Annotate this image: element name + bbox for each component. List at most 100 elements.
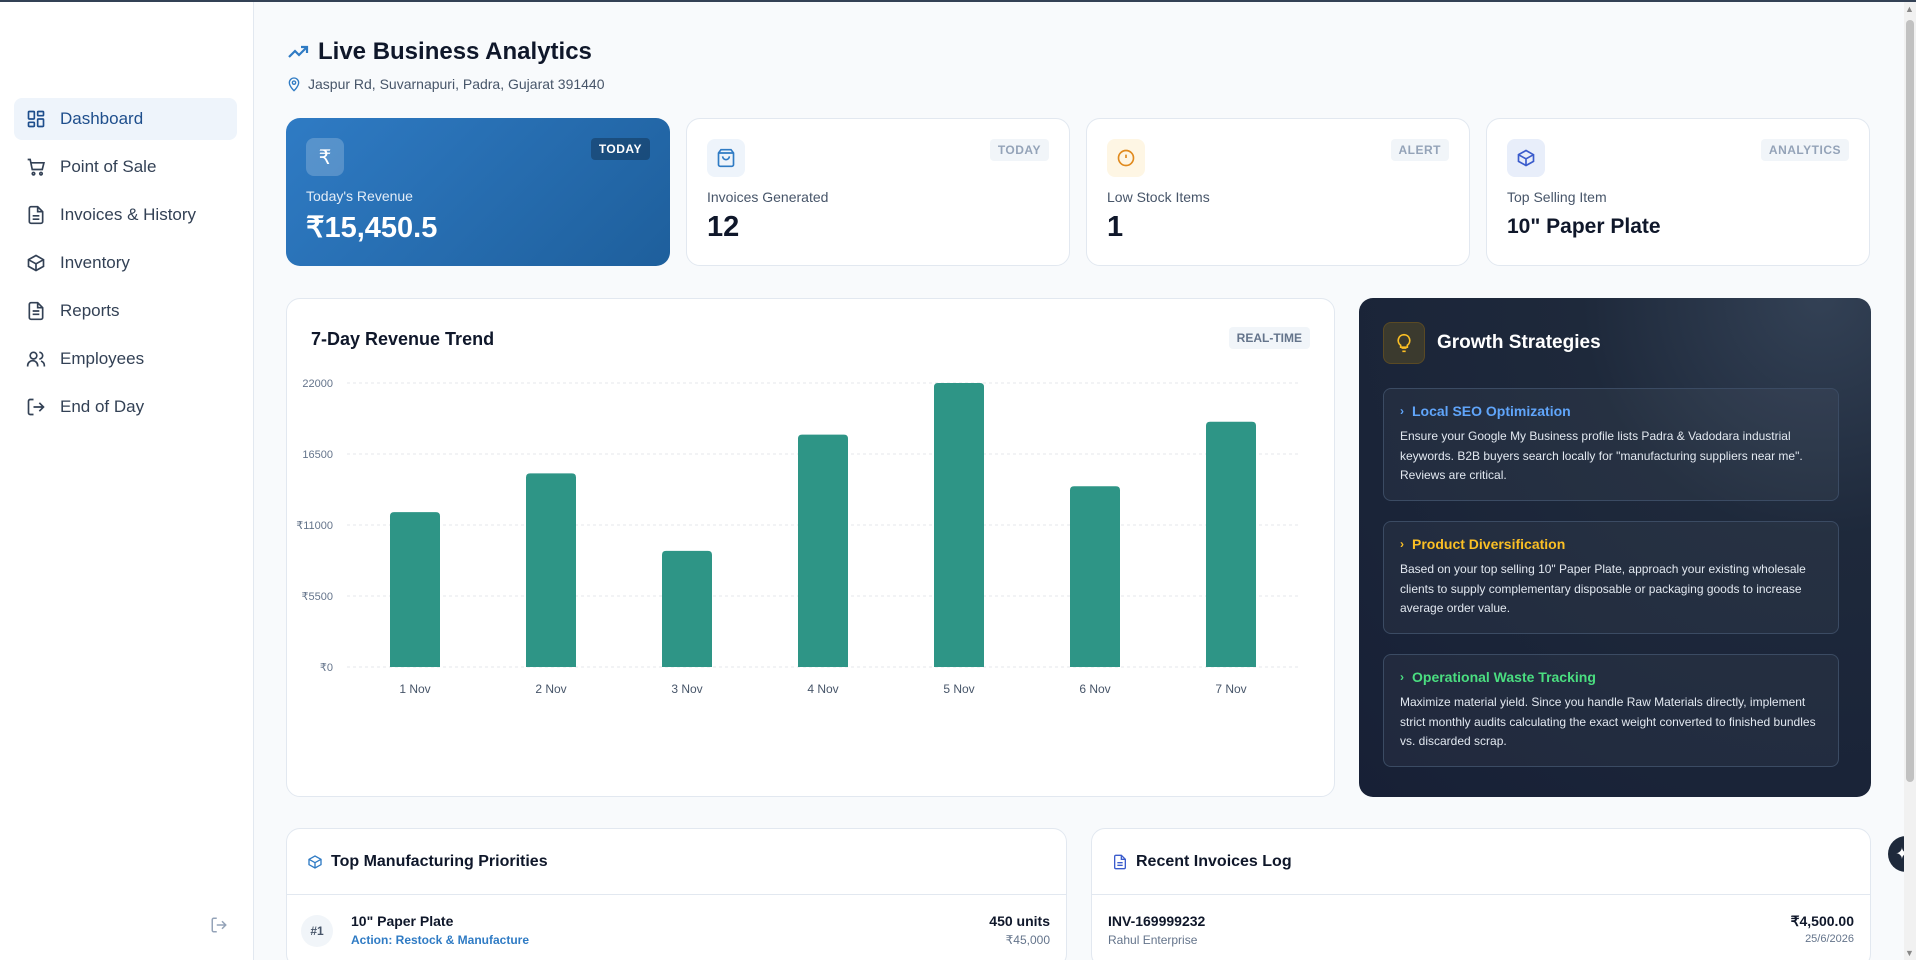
chevron-right-icon: › <box>1400 670 1404 684</box>
scroll-up-icon[interactable]: ▲ <box>1905 4 1914 14</box>
revenue-chart-card: ₹0 ₹5500 ₹11000 16500 22000 1 Nov 2 Nov 3 Nov 4 … <box>286 298 1335 797</box>
sidebar-item-dashboard[interactable]: Dashboard <box>14 98 237 140</box>
bar[interactable] <box>390 512 440 667</box>
package-icon <box>1507 139 1545 177</box>
map-pin-icon <box>288 77 300 92</box>
scrollbar[interactable]: ▲ ▼ <box>1904 2 1916 960</box>
sidebar-item-label: End of Day <box>60 397 145 416</box>
address-line: Jaspur Rd, Suvarnapuri, Padra, Gujarat 3… <box>286 76 605 92</box>
scrollbar-thumb[interactable] <box>1906 20 1914 782</box>
stat-card-top-selling: ANALYTICS Top Selling Item 10" Paper Pla… <box>1486 118 1870 266</box>
strategy-title: Operational Waste Tracking <box>1412 669 1596 685</box>
x-tick-label: 6 Nov <box>1079 682 1110 696</box>
sidebar-item-label: Inventory <box>60 253 130 272</box>
y-tick-label: 22000 <box>302 378 333 390</box>
sidebar-item-label: Point of Sale <box>60 157 157 176</box>
strategy-title: Local SEO Optimization <box>1412 403 1571 419</box>
alert-circle-icon <box>1107 139 1145 177</box>
strategy-item[interactable]: › Local SEO Optimization Ensure your Goog… <box>1383 388 1839 501</box>
priorities-card: Top Manufacturing Priorities #1 10" Pape… <box>286 828 1067 960</box>
revenue-bar-chart: ₹0 ₹5500 ₹11000 16500 22000 1 Nov 2 Nov 3 Nov 4 … <box>296 378 1299 696</box>
stat-label: Low Stock Items <box>1107 189 1210 205</box>
stat-label: Top Selling Item <box>1507 189 1607 205</box>
sidebar-item-label: Dashboard <box>60 109 144 128</box>
invoice-date: 25/6/2026 <box>1805 933 1854 945</box>
stat-value: ₹15,450.5 <box>306 212 438 244</box>
invoice-amount: ₹4,500.00 <box>1790 913 1854 929</box>
report-icon <box>26 301 46 321</box>
scroll-down-icon[interactable]: ▼ <box>1905 948 1914 958</box>
stat-value: 10" Paper Plate <box>1507 215 1661 238</box>
y-tick-label: ₹5500 <box>302 591 333 603</box>
y-tick-label: ₹11000 <box>296 520 333 532</box>
package-icon <box>308 855 322 869</box>
strategy-item[interactable]: › Product Diversification Based on your t… <box>1383 521 1839 634</box>
bar[interactable] <box>526 473 576 667</box>
sidebar-item-reports[interactable]: Reports <box>14 290 237 332</box>
bar[interactable] <box>934 383 984 667</box>
growth-title: Growth Strategies <box>1437 332 1601 353</box>
x-tick-label: 1 Nov <box>399 682 430 696</box>
page-header: Live Business Analytics <box>286 38 592 66</box>
chart-title: 7-Day Revenue Trend <box>311 329 495 349</box>
bar[interactable] <box>798 434 848 667</box>
sidebar-item-employees[interactable]: Employees <box>14 338 237 380</box>
stat-badge: TODAY <box>989 139 1049 161</box>
divider <box>287 894 1066 895</box>
recent-invoices-card: Recent Invoices Log INV-169999232 Rahul … <box>1091 828 1871 960</box>
page-title: Live Business Analytics <box>318 38 592 65</box>
box-icon <box>26 253 46 273</box>
bar[interactable] <box>662 550 712 667</box>
y-tick-label: 16500 <box>302 449 333 461</box>
rupee-icon: ₹ <box>306 138 344 176</box>
window-top-border <box>0 0 1916 2</box>
main-content: Live Business Analytics Jaspur Rd, Suvar… <box>286 2 1871 960</box>
sidebar-item-label: Employees <box>60 349 145 368</box>
sidebar-item-end-of-day[interactable]: End of Day <box>14 386 237 428</box>
x-tick-label: 2 Nov <box>535 682 566 696</box>
users-icon <box>26 349 46 369</box>
trending-up-icon <box>288 45 309 58</box>
x-tick-label: 4 Nov <box>807 682 838 696</box>
stat-label: Today's Revenue <box>306 188 413 204</box>
x-tick-label: 3 Nov <box>671 682 702 696</box>
stat-card-revenue: ₹ TODAY Today's Revenue ₹15,450.5 <box>286 118 670 266</box>
chevron-right-icon: › <box>1400 537 1404 551</box>
sidebar-nav: Dashboard Point of Sale Invoices & Histo… <box>14 98 237 434</box>
priority-amount: ₹45,000 <box>1005 933 1050 947</box>
y-tick-label: ₹0 <box>320 662 333 674</box>
invoice-customer: Rahul Enterprise <box>1108 933 1198 947</box>
sidebar: Dashboard Point of Sale Invoices & Histo… <box>0 2 254 960</box>
growth-header: Growth Strategies <box>1383 322 1601 364</box>
invoice-id[interactable]: INV-169999232 <box>1108 913 1206 929</box>
strategy-text: Ensure your Google My Business profile l… <box>1400 429 1803 482</box>
strategy-title: Product Diversification <box>1412 536 1566 552</box>
priority-action[interactable]: Action: Restock & Manufacture <box>351 933 530 947</box>
address-text: Jaspur Rd, Suvarnapuri, Padra, Gujarat 3… <box>308 76 605 92</box>
stat-badge: ANALYTICS <box>1760 139 1849 161</box>
stat-card-low-stock: ALERT Low Stock Items 1 <box>1086 118 1470 266</box>
stat-badge: ALERT <box>1390 139 1449 161</box>
dashboard-icon <box>26 109 46 129</box>
sidebar-item-invoices[interactable]: Invoices & History <box>14 194 237 236</box>
priority-item-name: 10" Paper Plate <box>351 913 454 929</box>
stat-card-invoices: TODAY Invoices Generated 12 <box>686 118 1070 266</box>
x-tick-label: 7 Nov <box>1215 682 1246 696</box>
priorities-title: Top Manufacturing Priorities <box>331 853 548 870</box>
bar[interactable] <box>1070 486 1120 667</box>
logout-icon[interactable] <box>210 916 232 938</box>
sidebar-item-label: Invoices & History <box>60 205 197 224</box>
stat-label: Invoices Generated <box>707 189 829 205</box>
strategy-text: Based on your top selling 10" Paper Plat… <box>1400 562 1806 615</box>
bar[interactable] <box>1206 421 1256 667</box>
stat-badge: TODAY <box>590 138 650 160</box>
sidebar-item-point-of-sale[interactable]: Point of Sale <box>14 146 237 188</box>
sidebar-item-inventory[interactable]: Inventory <box>14 242 237 284</box>
lightbulb-icon <box>1383 322 1425 364</box>
strategy-item[interactable]: › Operational Waste Tracking Maximize mat… <box>1383 654 1839 767</box>
divider <box>1092 894 1870 895</box>
stat-value: 1 <box>1107 211 1124 243</box>
document-icon <box>26 205 46 225</box>
sidebar-item-label: Reports <box>60 301 120 320</box>
rank-badge: #1 <box>301 915 333 947</box>
